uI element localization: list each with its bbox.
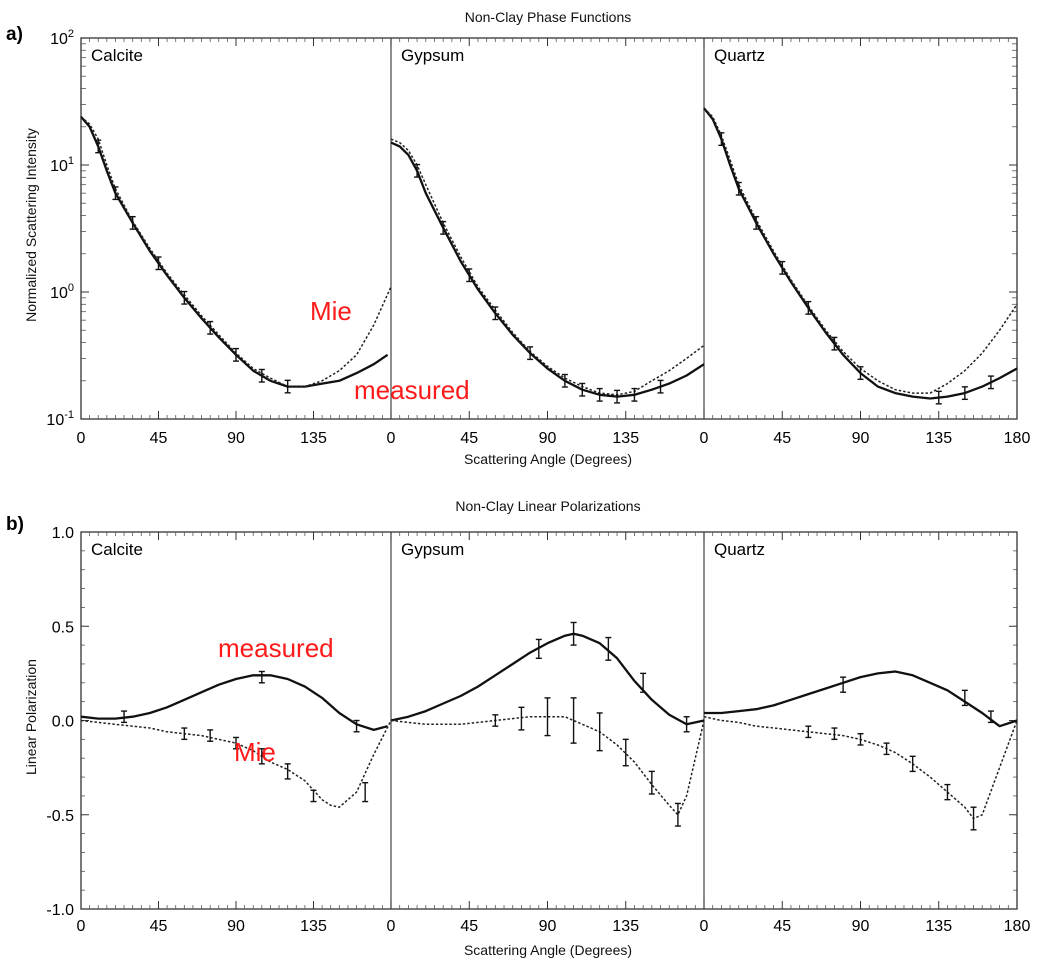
chart-b-plot-frame [80, 531, 1018, 910]
chart-b-x-tick-label: 0 [700, 918, 709, 935]
chart-a-panel-calcite: 0 45 90 135 Calcite [77, 38, 392, 447]
chart-a-annotation-mie: Mie [310, 296, 352, 326]
chart-b-panel-gypsum: 0 45 90 135 Gypsum [387, 532, 705, 935]
chart-a-ylabel: Normalized Scattering Intensity [23, 128, 39, 322]
chart-a-y-tick-label: 100 [50, 282, 74, 302]
chart-b-x-tick-label: 135 [925, 918, 952, 935]
chart-b-x-tick-label: 0 [387, 918, 396, 935]
chart-b-panel-letter: b) [6, 514, 24, 535]
chart-a-y-tick-label: 102 [50, 28, 74, 48]
chart-b-panel-name: Quartz [714, 540, 765, 559]
chart-b-ylabel: Linear Polarization [23, 659, 39, 775]
chart-a-panel-quartz: 0 45 90 135 180 Quartz [700, 38, 1031, 447]
chart-b-panel-name: Calcite [91, 540, 143, 559]
chart-b-series-measured [80, 674, 388, 732]
chart-a-panel-name: Calcite [91, 46, 143, 65]
chart-b-x-tick-label: 45 [150, 918, 168, 935]
chart-b-x-tick-label: 135 [300, 918, 327, 935]
chart-b-x-tick-label: 45 [460, 918, 478, 935]
chart-b-x-tick-label: 135 [612, 918, 639, 935]
chart-b-annotation-measured: measured [218, 633, 334, 663]
chart-b-y-tick-label: 0.0 [52, 714, 74, 731]
chart-a-panel-name: Gypsum [401, 46, 464, 65]
chart-b-y-tick-label: -0.5 [46, 808, 74, 825]
chart-a-x-tick-label: 180 [1004, 430, 1031, 447]
chart-b-annotation-mie: Mie [234, 737, 276, 767]
chart-a-series-measured [390, 141, 705, 398]
chart-linear-polarizations: Non-Clay Linear Polarizations b) Linear … [6, 498, 1030, 958]
chart-b-panel-name: Gypsum [401, 540, 464, 559]
chart-b-series-measured [390, 632, 705, 726]
chart-b-x-tick-label: 90 [539, 918, 557, 935]
chart-a-panel-gypsum: 0 45 90 135 Gypsum [387, 38, 705, 447]
chart-b-series-mie [80, 719, 392, 809]
chart-a-y-tick-label: 10-1 [46, 409, 74, 429]
chart-a-x-tick-label: 45 [460, 430, 478, 447]
chart-b-series-mie [390, 715, 705, 817]
chart-b-y-tick-label: -1.0 [46, 902, 74, 919]
chart-a-series-mie [80, 116, 392, 388]
chart-phase-functions: Non-Clay Phase Functions a) Normalized S… [6, 9, 1030, 467]
chart-a-x-tick-label: 0 [700, 430, 709, 447]
chart-a-series-measured [703, 107, 1018, 400]
chart-a-x-tick-label: 0 [387, 430, 396, 447]
y-tick-exponent: 1 [68, 155, 74, 167]
chart-a-x-tick-label: 90 [539, 430, 557, 447]
y-tick-exponent: -1 [64, 409, 74, 421]
chart-b-x-tick-label: 0 [77, 918, 86, 935]
chart-a-x-tick-label: 135 [925, 430, 952, 447]
y-tick-mantissa: 10 [50, 158, 68, 175]
chart-a-y-tick-label: 101 [50, 155, 74, 175]
chart-b-y-tick-label: 0.5 [52, 619, 74, 636]
chart-b-series-measured [704, 670, 1018, 728]
chart-a-x-tick-label: 90 [227, 430, 245, 447]
chart-a-panel-letter: a) [6, 24, 23, 45]
chart-a-plot-frame [80, 37, 1018, 420]
chart-a-xlabel: Scattering Angle (Degrees) [464, 451, 632, 467]
chart-b-panel-quartz: 0 45 90 135 180 Quartz [700, 532, 1031, 935]
chart-b-title: Non-Clay Linear Polarizations [455, 498, 640, 514]
y-tick-mantissa: 10 [46, 412, 64, 429]
chart-b-y-tick-label: 1.0 [52, 525, 74, 542]
chart-a-annotation-measured: measured [354, 375, 470, 405]
chart-a-series-mie [703, 107, 1018, 394]
chart-b-panel-calcite: 0 45 90 135 Calcite [77, 532, 392, 935]
chart-a-x-tick-label: 45 [150, 430, 168, 447]
y-tick-mantissa: 10 [50, 285, 68, 302]
chart-a-title: Non-Clay Phase Functions [465, 9, 632, 25]
chart-a-panel-name: Quartz [714, 46, 765, 65]
chart-a-x-tick-label: 135 [300, 430, 327, 447]
chart-a-x-tick-label: 45 [773, 430, 791, 447]
chart-a-x-tick-label: 0 [77, 430, 86, 447]
y-tick-mantissa: 10 [50, 31, 68, 48]
chart-b-x-tick-label: 45 [773, 918, 791, 935]
y-tick-exponent: 2 [68, 28, 74, 40]
chart-b-series-mie [703, 715, 1018, 820]
chart-b-x-tick-label: 90 [852, 918, 870, 935]
chart-a-x-tick-label: 135 [612, 430, 639, 447]
y-tick-exponent: 0 [68, 282, 74, 294]
chart-a-series-measured [80, 115, 389, 388]
chart-b-x-tick-label: 90 [227, 918, 245, 935]
chart-a-x-tick-label: 90 [852, 430, 870, 447]
chart-a-series-mie [390, 138, 705, 396]
chart-b-xlabel: Scattering Angle (Degrees) [464, 942, 632, 958]
chart-b-x-tick-label: 180 [1004, 918, 1031, 935]
